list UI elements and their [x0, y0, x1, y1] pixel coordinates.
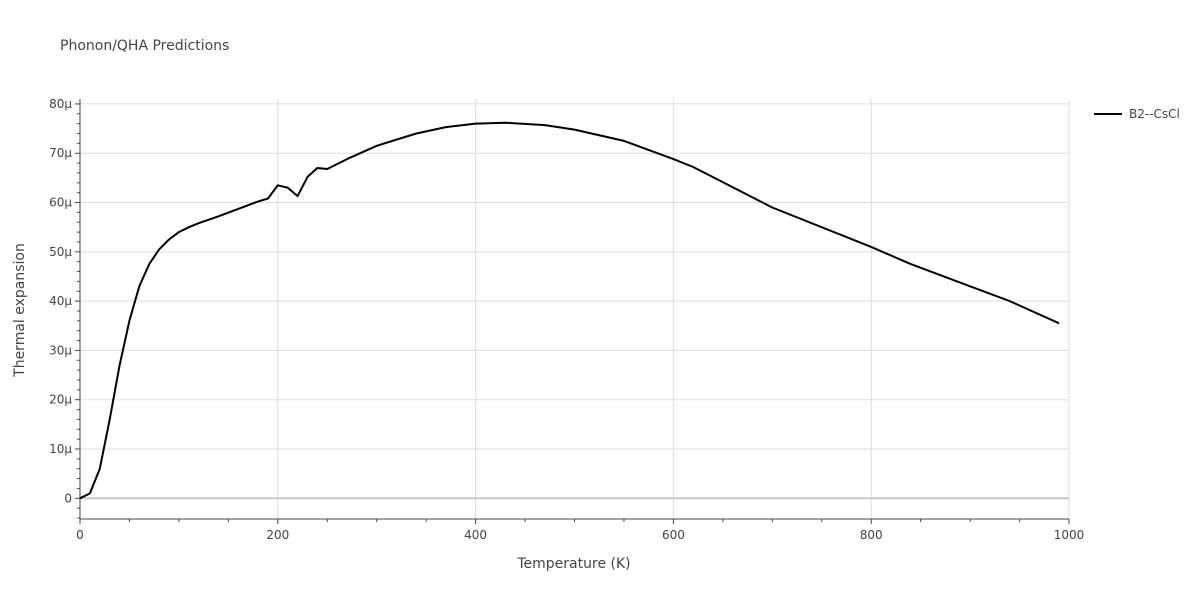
- axes: 0 200 400 600 800 1000 0 10μ 20μ 30μ 40μ 50μ 60μ 70μ 8…: [49, 97, 1084, 542]
- x-tick-label-2: 400: [464, 528, 487, 542]
- legend[interactable]: B2--CsCl: [1094, 107, 1180, 121]
- x-tick-label-3: 600: [662, 528, 685, 542]
- y-tick-label-1: 10μ: [49, 442, 72, 456]
- y-tick-label-8: 80μ: [49, 97, 72, 111]
- y-tick-label-7: 70μ: [49, 146, 72, 160]
- grid: [80, 99, 1070, 519]
- x-tick-label-1: 200: [266, 528, 289, 542]
- x-tick-label-5: 1000: [1054, 528, 1085, 542]
- plot-area: [79, 121, 1060, 500]
- y-axis-label: Thermal expansion: [12, 243, 28, 378]
- x-tick-label-4: 800: [860, 528, 883, 542]
- chart-title: Phonon/QHA Predictions: [60, 38, 229, 54]
- y-tick-label-2: 20μ: [49, 393, 72, 407]
- y-tick-label-0: 0: [64, 491, 72, 505]
- series-line-0: [79, 121, 1060, 500]
- y-tick-label-4: 40μ: [49, 294, 72, 308]
- legend-label-0[interactable]: B2--CsCl: [1129, 107, 1180, 121]
- y-tick-label-6: 60μ: [49, 196, 72, 210]
- x-tick-label-0: 0: [76, 528, 84, 542]
- y-tick-label-5: 50μ: [49, 245, 72, 259]
- x-axis-label: Temperature (K): [516, 556, 630, 572]
- y-tick-label-3: 30μ: [49, 343, 72, 357]
